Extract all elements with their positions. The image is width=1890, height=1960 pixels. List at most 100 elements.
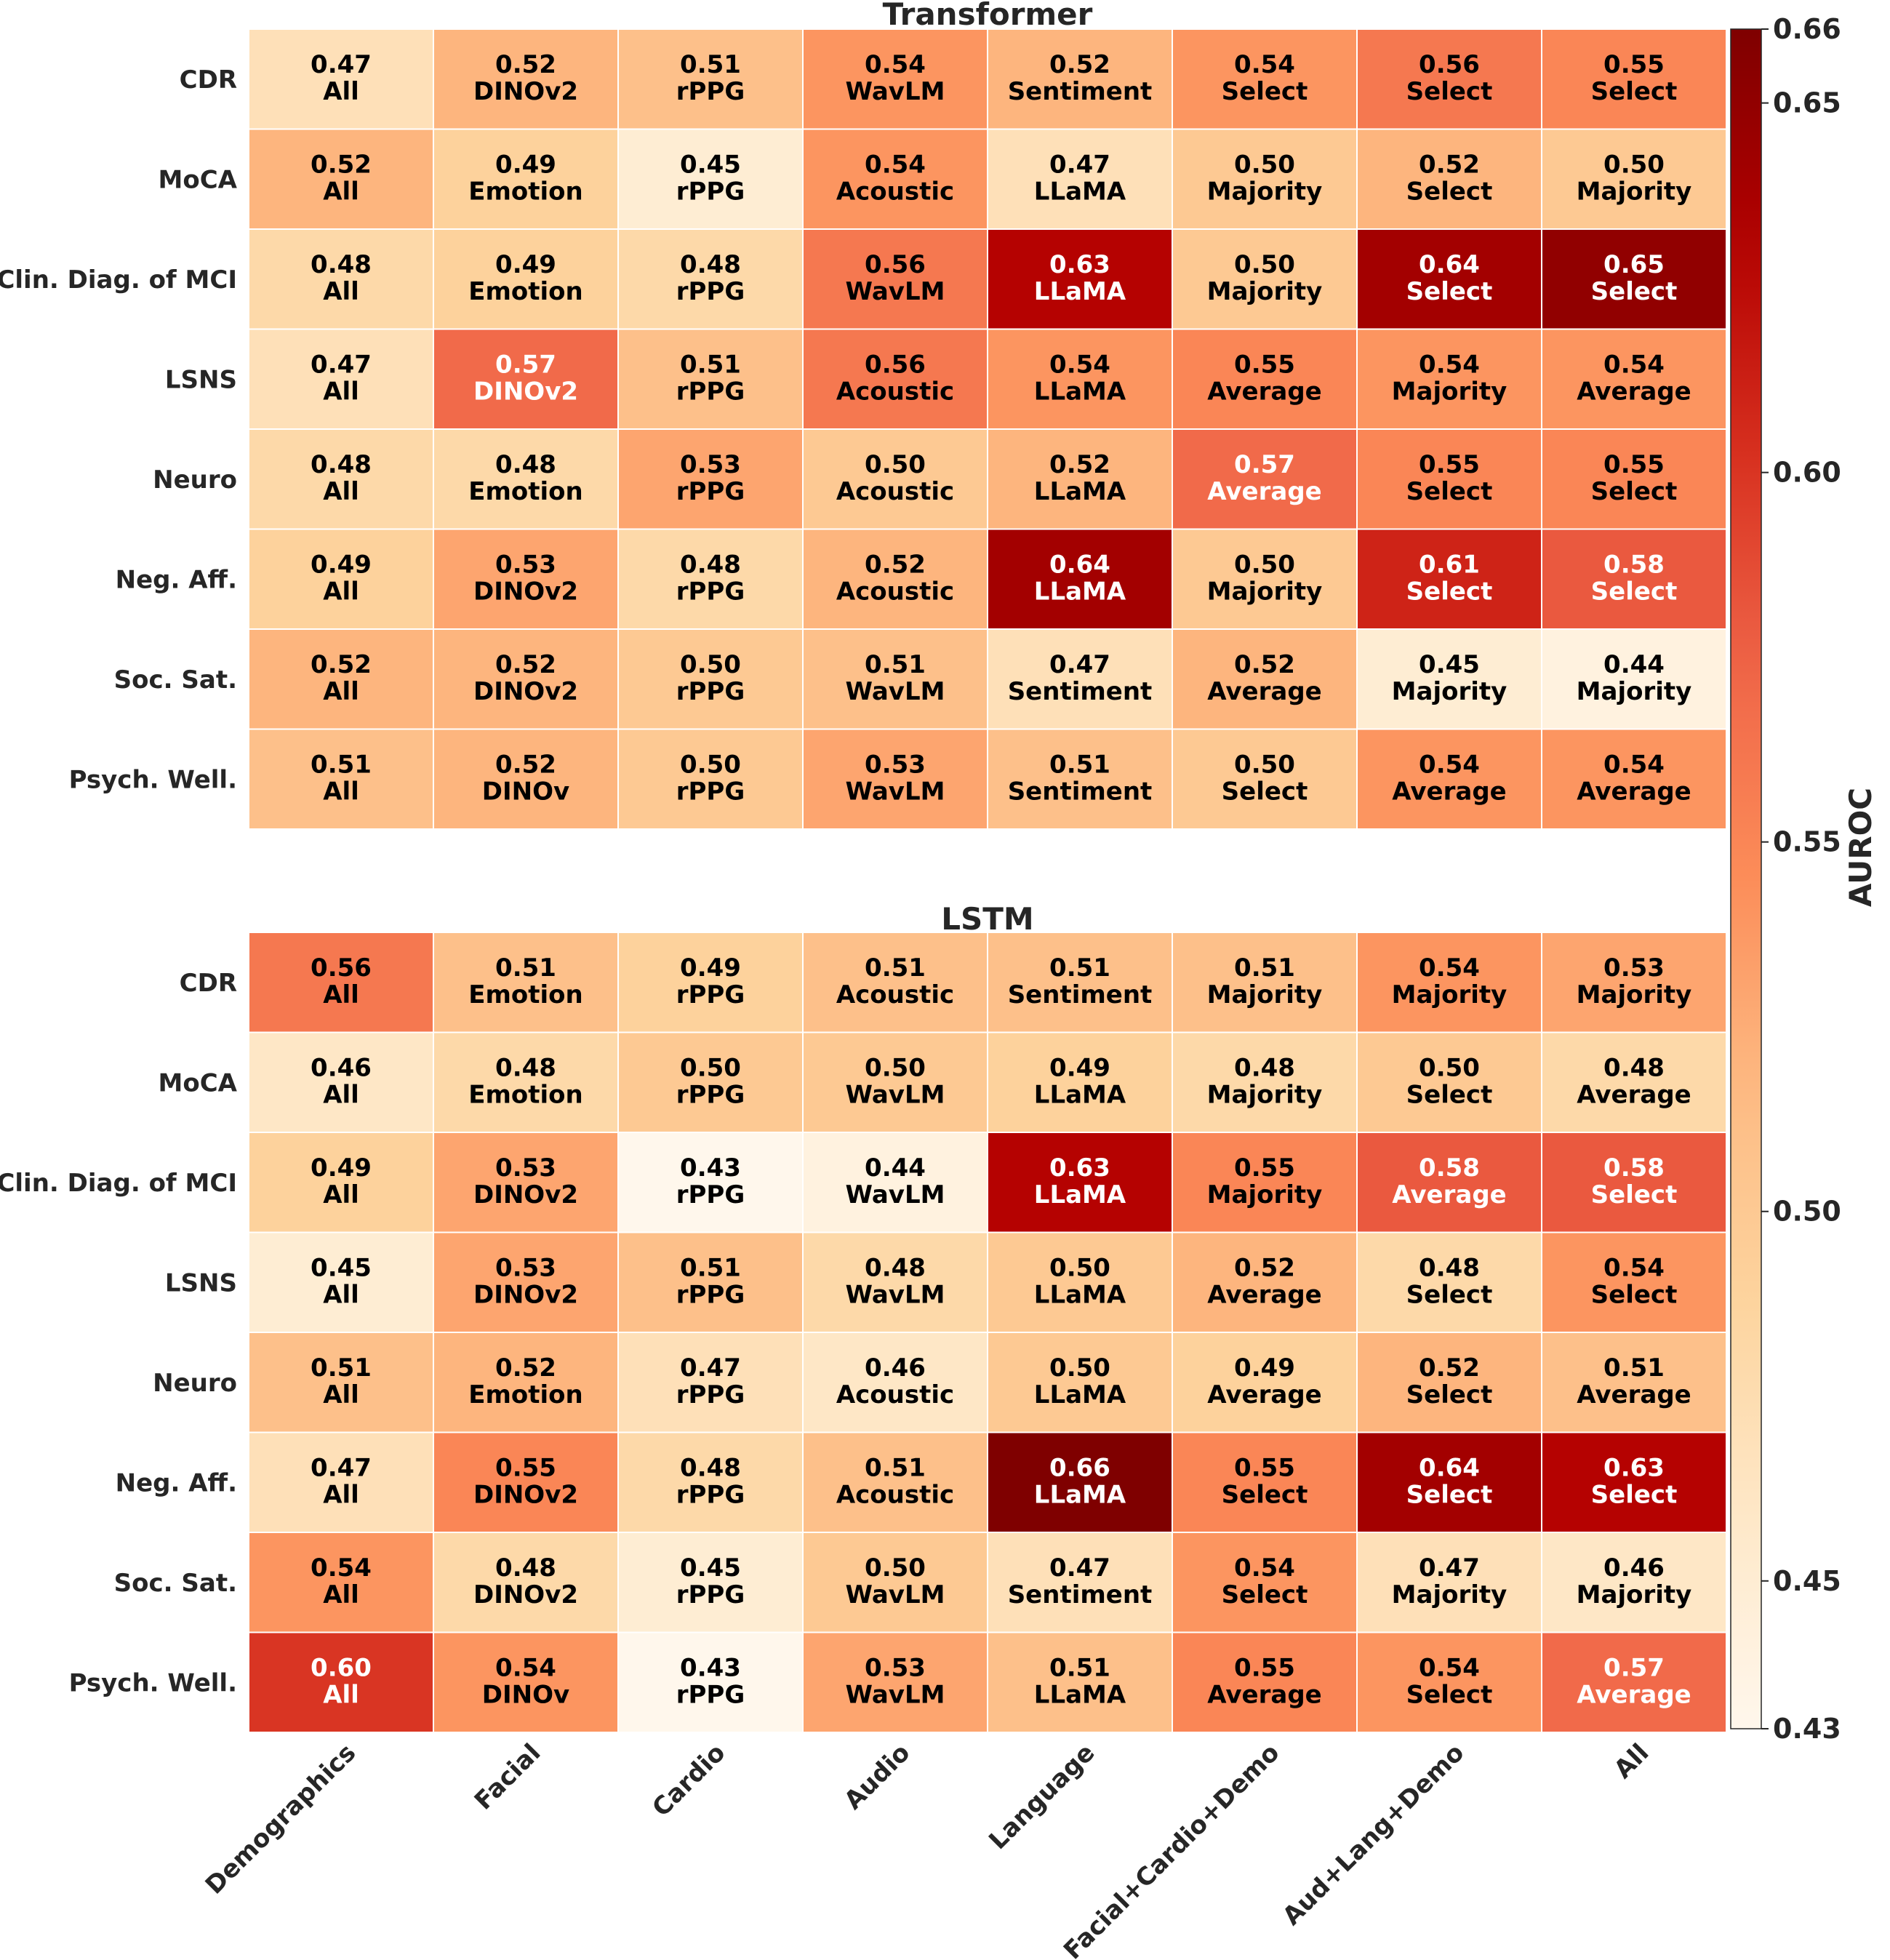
cell-value: 0.55 xyxy=(1234,1153,1295,1183)
heatmap-cell xyxy=(1356,1431,1542,1533)
row-label: Soc. Sat. xyxy=(114,1569,237,1598)
cell-model-label: DINOv2 xyxy=(473,1481,578,1510)
cell-value: 0.47 xyxy=(311,50,372,79)
heatmap-cell xyxy=(1356,1532,1542,1633)
heatmap-cell xyxy=(1541,228,1727,330)
cell-model-label: Select xyxy=(1406,1380,1493,1409)
cell-value: 0.57 xyxy=(1234,450,1295,479)
cell-model-label: rPPG xyxy=(676,1380,745,1409)
cell-value: 0.43 xyxy=(680,1654,741,1683)
heatmap-cell xyxy=(802,28,988,130)
cell-model-label: Sentiment xyxy=(1008,777,1153,807)
cell-model-label: Average xyxy=(1577,777,1691,807)
heatmap-cell xyxy=(987,1031,1173,1133)
cell-value: 0.45 xyxy=(1419,650,1480,679)
cell-model-label: rPPG xyxy=(676,1580,745,1609)
cell-value: 0.52 xyxy=(1234,1254,1295,1283)
heatmap-cell xyxy=(1356,1332,1542,1433)
cell-model-label: DINOv2 xyxy=(473,1281,578,1310)
cell-value: 0.54 xyxy=(495,1654,556,1683)
heatmap-cell xyxy=(802,1031,988,1133)
cell-value: 0.50 xyxy=(680,751,741,780)
heatmap-panels: TransformerCDR0.47All0.52DINOv20.51rPPG0… xyxy=(0,0,1727,1733)
cell-model-label: LLaMA xyxy=(1034,477,1126,506)
cell-value: 0.56 xyxy=(865,250,926,279)
cell-value: 0.48 xyxy=(495,450,556,479)
cell-model-label: All xyxy=(323,77,359,106)
heatmap-cell xyxy=(1172,1532,1358,1633)
cell-model-label: Select xyxy=(1591,77,1678,106)
heatmap-cell xyxy=(987,1631,1173,1733)
panel-transformer: TransformerCDR0.47All0.52DINOv20.51rPPG0… xyxy=(0,0,1727,830)
heatmap-cell xyxy=(1541,1532,1727,1633)
cell-value: 0.48 xyxy=(1234,1054,1295,1083)
cell-value: 0.53 xyxy=(1603,953,1665,983)
colorbar-label: AUROC xyxy=(1843,788,1878,907)
heatmap-cell xyxy=(987,428,1173,530)
cell-model-label: Acoustic xyxy=(836,1481,954,1510)
cell-value: 0.50 xyxy=(1603,151,1665,180)
cell-model-label: Majority xyxy=(1577,177,1692,207)
cell-model-label: All xyxy=(323,1580,359,1609)
cell-model-label: LLaMA xyxy=(1034,1281,1126,1310)
heatmap-cell xyxy=(802,728,988,830)
heatmap-cell xyxy=(617,1132,804,1233)
cell-model-label: All xyxy=(323,1081,359,1110)
cell-value: 0.51 xyxy=(680,50,741,79)
cell-model-label: Select xyxy=(1406,1281,1493,1310)
cell-model-label: All xyxy=(323,1481,359,1510)
cell-model-label: Average xyxy=(1577,377,1691,407)
cell-model-label: Select xyxy=(1406,1481,1493,1510)
heatmap-cell xyxy=(1356,1132,1542,1233)
cell-model-label: DINOv2 xyxy=(473,677,578,706)
cell-model-label: Acoustic xyxy=(836,177,954,207)
cell-value: 0.53 xyxy=(680,450,741,479)
cell-model-label: Select xyxy=(1406,277,1493,306)
cell-model-label: Average xyxy=(1207,477,1321,506)
cell-value: 0.54 xyxy=(1419,953,1480,983)
cell-value: 0.52 xyxy=(1049,50,1110,79)
cell-model-label: Select xyxy=(1406,477,1493,506)
heatmap-cell xyxy=(1172,1031,1358,1133)
cell-model-label: Majority xyxy=(1207,1180,1323,1209)
cell-value: 0.51 xyxy=(865,650,926,679)
row-label: Clin. Diag. of MCI xyxy=(0,1169,237,1198)
heatmap-cell xyxy=(987,728,1173,830)
heatmap-cell xyxy=(617,28,804,130)
panel-title: Transformer xyxy=(883,0,1093,32)
heatmap-cell xyxy=(433,128,619,230)
cell-value: 0.52 xyxy=(311,650,372,679)
cell-model-label: Sentiment xyxy=(1008,77,1153,106)
cell-model-label: DINOv2 xyxy=(473,77,578,106)
panel-title: LSTM xyxy=(941,901,1033,937)
column-label: Demographics xyxy=(200,1738,362,1900)
cell-model-label: rPPG xyxy=(676,277,745,306)
cell-value: 0.64 xyxy=(1419,250,1480,279)
cell-model-label: WavLM xyxy=(846,677,945,706)
cell-value: 0.56 xyxy=(865,351,926,380)
cell-value: 0.52 xyxy=(1419,1353,1480,1383)
colorbar-tick-label: 0.60 xyxy=(1773,457,1841,489)
cell-value: 0.52 xyxy=(495,50,556,79)
cell-model-label: Acoustic xyxy=(836,980,954,1009)
cell-model-label: Majority xyxy=(1207,980,1323,1009)
column-label: Audio xyxy=(838,1738,916,1815)
heatmap-cell xyxy=(1172,1332,1358,1433)
cell-value: 0.51 xyxy=(311,1353,372,1383)
cell-model-label: Majority xyxy=(1207,177,1323,207)
row-label: CDR xyxy=(180,65,237,95)
cell-model-label: WavLM xyxy=(846,1180,945,1209)
cell-model-label: rPPG xyxy=(676,177,745,207)
heatmap-cell xyxy=(433,932,619,1033)
heatmap-cell xyxy=(1541,1031,1727,1133)
cell-model-label: All xyxy=(323,1180,359,1209)
heatmap-cell xyxy=(987,932,1173,1033)
cell-model-label: All xyxy=(323,777,359,807)
cell-model-label: rPPG xyxy=(676,980,745,1009)
cell-model-label: LLaMA xyxy=(1034,1481,1126,1510)
heatmap-cell xyxy=(1541,28,1727,130)
heatmap-cell xyxy=(802,228,988,330)
cell-model-label: Select xyxy=(1591,1481,1678,1510)
cell-model-label: WavLM xyxy=(846,777,945,807)
heatmap-cell xyxy=(1541,628,1727,730)
